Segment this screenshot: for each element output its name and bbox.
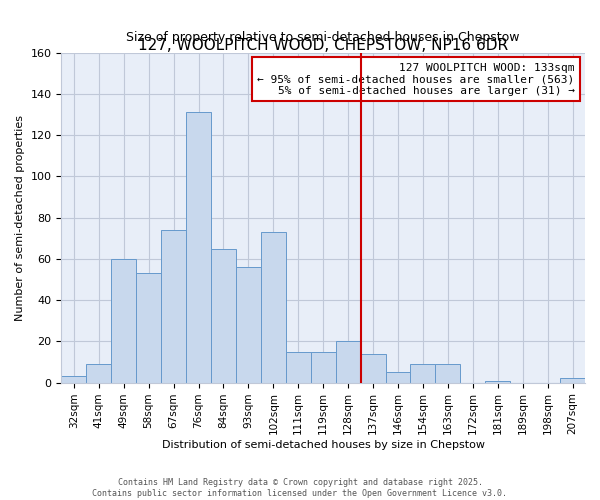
Bar [286,352,311,382]
X-axis label: Distribution of semi-detached houses by size in Chepstow: Distribution of semi-detached houses by … [162,440,485,450]
Bar [86,364,111,382]
Title: 127, WOOLPITCH WOOD, CHEPSTOW, NP16 6DR: 127, WOOLPITCH WOOD, CHEPSTOW, NP16 6DR [138,38,508,52]
Bar [161,230,186,382]
Text: 127 WOOLPITCH WOOD: 133sqm
← 95% of semi-detached houses are smaller (563)
5% of: 127 WOOLPITCH WOOD: 133sqm ← 95% of semi… [257,62,575,96]
Bar [335,342,361,382]
Bar [136,274,161,382]
Text: Contains HM Land Registry data © Crown copyright and database right 2025.
Contai: Contains HM Land Registry data © Crown c… [92,478,508,498]
Bar [436,364,460,382]
Text: Size of property relative to semi-detached houses in Chepstow: Size of property relative to semi-detach… [127,32,520,44]
Bar [361,354,386,382]
Bar [236,267,261,382]
Bar [186,112,211,382]
Bar [386,372,410,382]
Bar [410,364,436,382]
Bar [111,259,136,382]
Bar [211,248,236,382]
Bar [485,380,510,382]
Bar [311,352,335,382]
Bar [560,378,585,382]
Y-axis label: Number of semi-detached properties: Number of semi-detached properties [15,114,25,320]
Bar [261,232,286,382]
Bar [61,376,86,382]
